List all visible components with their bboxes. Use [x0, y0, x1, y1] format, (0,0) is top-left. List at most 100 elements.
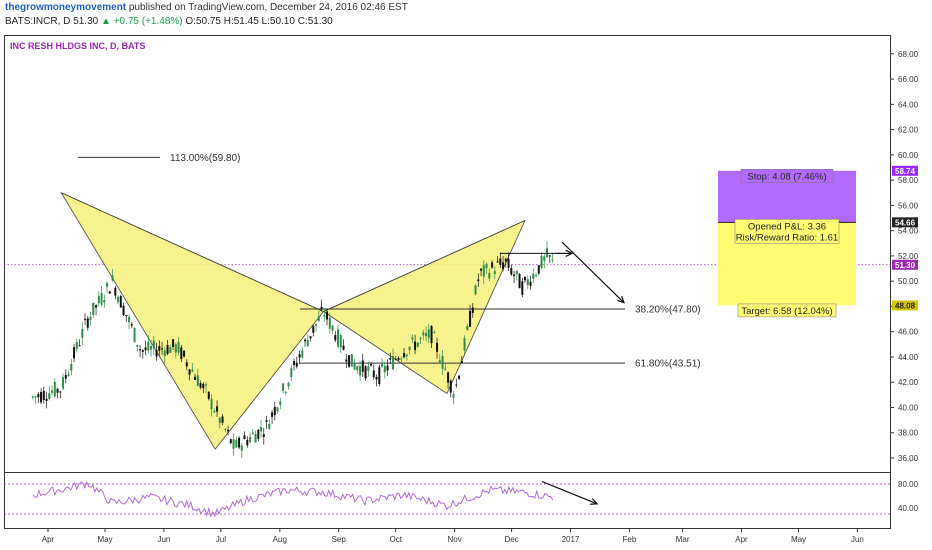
candle-body	[306, 340, 309, 347]
candle-body	[152, 340, 155, 349]
time-tick-label: Aug	[273, 535, 287, 544]
candle-body	[130, 324, 133, 326]
candle-body	[304, 339, 307, 342]
time-tick-label: Nov	[447, 535, 461, 544]
price-tick-label: 38.00	[898, 429, 919, 438]
candle-body	[353, 363, 356, 370]
candle-body	[128, 317, 131, 323]
candle-body	[471, 307, 474, 313]
price-tick-label: 46.00	[898, 328, 919, 337]
candle-body	[356, 366, 359, 371]
candle-body	[370, 364, 373, 366]
last-price: 51.30	[73, 16, 99, 27]
ohlc-values: O:50.75 H:51.45 L:50.10 C:51.30	[185, 16, 333, 27]
projection-arrow-head	[617, 295, 625, 304]
stop-label-text: Stop: 4.08 (7.46%)	[747, 171, 826, 182]
candle-body	[364, 366, 367, 379]
candle-body	[392, 356, 395, 370]
time-tick-label: Jul	[216, 535, 226, 544]
candle-body	[273, 407, 276, 416]
candle-body	[339, 334, 342, 348]
candle-body	[246, 439, 249, 446]
candle-body	[400, 358, 403, 360]
candle-body	[103, 300, 106, 303]
candle-body	[185, 362, 188, 367]
candle-body	[125, 314, 128, 317]
time-tick-label: Apr	[42, 535, 55, 544]
candle-body	[449, 380, 452, 393]
candle-body	[537, 265, 540, 274]
price-marker	[892, 300, 918, 311]
candle-body	[136, 344, 139, 347]
candle-body	[213, 410, 216, 413]
candle-body	[169, 347, 172, 353]
candle-body	[221, 416, 224, 423]
fib-618-label: 61.80%(43.51)	[635, 359, 701, 370]
candle-body	[243, 435, 246, 439]
symbol-label: BATS:INCR, D	[5, 16, 71, 27]
candle-body	[147, 341, 150, 351]
time-tick-label: Jun	[851, 535, 864, 544]
candle-body	[84, 318, 87, 321]
candle-body	[361, 360, 364, 372]
candle-body	[232, 439, 235, 449]
candle-body	[271, 412, 274, 417]
candle-body	[367, 366, 370, 371]
candle-body	[254, 433, 257, 443]
price-marker-label: 51.30	[895, 261, 916, 270]
candle-body	[163, 350, 166, 357]
candle-body	[422, 332, 425, 336]
time-tick-label: Sep	[332, 535, 347, 544]
candle-body	[419, 337, 422, 339]
candle-body	[205, 384, 208, 386]
price-tick-label: 64.00	[898, 100, 919, 109]
candle-body	[122, 305, 125, 316]
price-marker-label: 48.08	[895, 301, 916, 310]
candle-body	[42, 390, 45, 401]
candle-body	[312, 325, 315, 333]
candle-body	[444, 368, 447, 370]
candle-body	[524, 276, 527, 281]
candle-body	[249, 436, 252, 442]
candle-body	[287, 382, 290, 387]
candle-body	[257, 429, 260, 439]
quote-line: BATS:INCR, D 51.30 ▲ +0.75 (+1.48%) O:50…	[5, 16, 333, 27]
price-tick-label: 44.00	[898, 353, 919, 362]
candle-body	[75, 342, 78, 350]
candle-body	[309, 336, 312, 339]
price-marker-label: 58.74	[895, 167, 916, 176]
author-link[interactable]: thegrowmoneymovement	[5, 2, 127, 13]
chart-title: INC RESH HLDGS INC, D, BATS	[10, 41, 145, 51]
candle-body	[150, 346, 153, 350]
candle-body	[293, 361, 296, 365]
candle-body	[31, 396, 34, 398]
candle-body	[48, 393, 51, 399]
candle-body	[430, 325, 433, 344]
rsi-divergence-arrow	[541, 481, 598, 505]
candle-body	[108, 291, 111, 294]
candle-body	[315, 323, 318, 326]
candle-body	[551, 259, 554, 261]
candle-body	[328, 317, 331, 329]
candle-body	[485, 263, 488, 269]
candle-body	[504, 258, 507, 262]
candle-body	[408, 346, 411, 351]
candle-body	[414, 341, 417, 351]
price-tick-label: 52.00	[898, 252, 919, 261]
price-tick-label: 56.00	[898, 201, 919, 210]
candle-body	[543, 256, 546, 261]
candle-body	[117, 297, 120, 303]
candle-body	[251, 432, 254, 435]
candle-body	[141, 349, 144, 352]
candle-body	[227, 429, 230, 432]
time-tick-label: Dec	[504, 535, 518, 544]
candle-body	[301, 350, 304, 358]
pnl-label-text: Opened P&L: 3.36	[748, 221, 826, 232]
time-tick-label: Jun	[157, 535, 170, 544]
candle-body	[95, 305, 98, 308]
candle-body	[403, 353, 406, 358]
candle-body	[114, 287, 117, 296]
candle-body	[224, 428, 227, 430]
candle-body	[92, 302, 95, 315]
